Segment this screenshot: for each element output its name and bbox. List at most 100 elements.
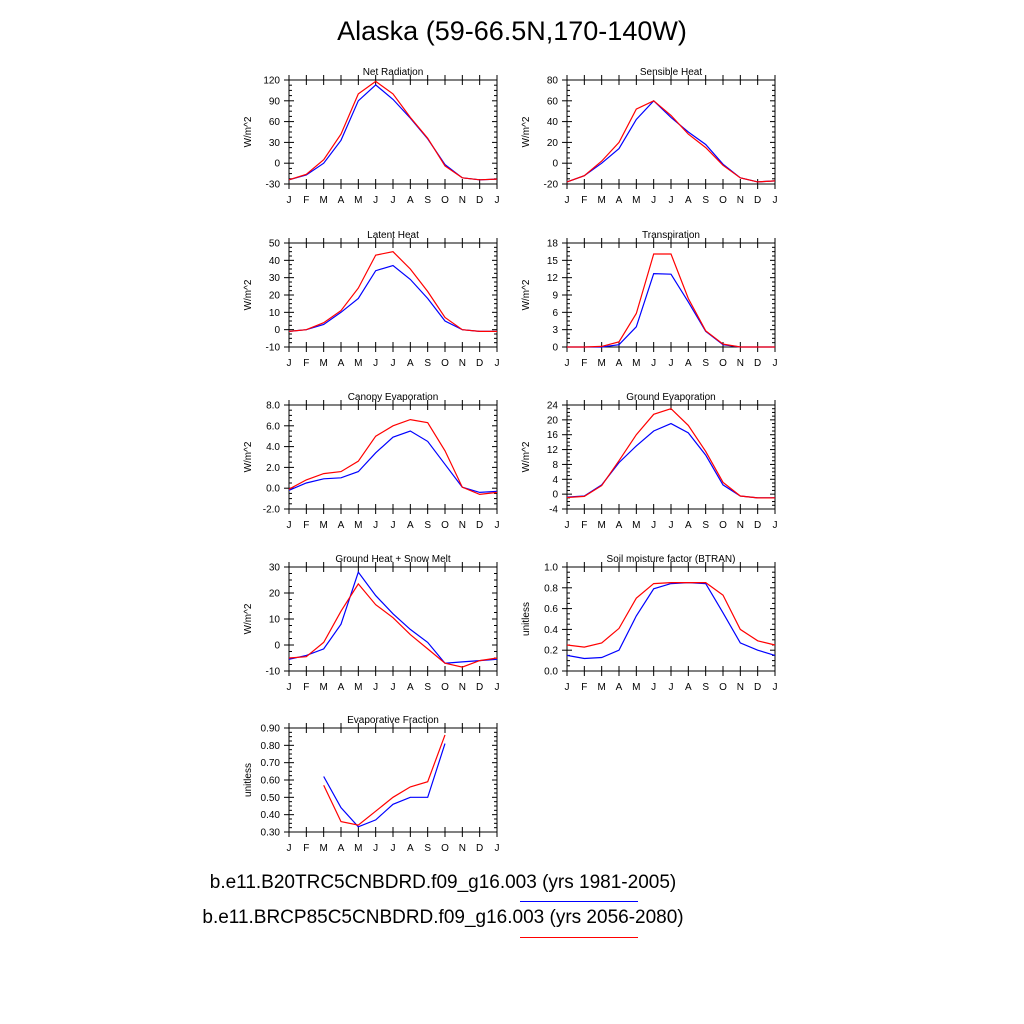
y-axis-label: unitless [243,763,254,797]
plot-frame [288,79,498,185]
chart-panel-9: Evaporative Fraction unitless 0.30 0.40 0.50… [243,715,500,854]
x-tick-label: F [303,843,309,854]
x-tick-label: J [565,358,570,369]
series-1-line [323,743,446,828]
x-tick-label: M [632,682,640,693]
x-tick-label: J [373,195,378,206]
y-tick-label: 0 [552,159,558,170]
x-tick-label: F [581,358,587,369]
y-tick-label: 18 [547,239,559,250]
x-tick-label: O [441,843,449,854]
y-tick-label: 8.0 [266,401,280,412]
x-tick-label: J [373,358,378,369]
x-tick-label: J [373,843,378,854]
x-tick-label: A [407,843,414,854]
x-tick-label: D [476,843,483,854]
y-tick-label: 24 [547,401,559,412]
x-tick-label: J [373,682,378,693]
x-tick-label: J [651,520,656,531]
plot-frame [288,242,498,348]
y-tick-label: 0.80 [261,741,281,752]
x-tick-label: D [476,195,483,206]
x-tick-label: J [669,195,674,206]
y-tick-label: 0 [552,343,558,354]
x-tick-label: F [581,195,587,206]
x-tick-label: O [719,195,727,206]
x-tick-label: F [303,520,309,531]
series-2-line [288,251,497,332]
plot-frame [288,404,498,510]
x-tick-label: J [495,682,500,693]
y-axis-label: unitless [521,602,532,636]
chart-title: Transpiration [642,230,700,241]
x-tick-label: J [495,195,500,206]
x-tick-label: S [702,682,709,693]
x-tick-label: F [303,195,309,206]
y-tick-label: -4 [549,505,558,516]
x-tick-label: J [669,682,674,693]
x-tick-label: J [391,195,396,206]
x-tick-label: J [287,520,292,531]
x-tick-label: J [669,358,674,369]
x-tick-label: J [391,520,396,531]
y-tick-label: 2.0 [266,463,280,474]
x-tick-label: M [319,520,327,531]
x-tick-label: A [338,358,345,369]
series-1-line [566,581,776,660]
x-tick-label: A [685,195,692,206]
y-tick-label: 0.70 [261,758,281,769]
y-tick-label: 0 [274,159,280,170]
x-tick-label: J [391,682,396,693]
x-tick-label: D [754,358,761,369]
legend-series-1-swatch [520,901,638,902]
main-title: Alaska (59-66.5N,170-140W) [337,16,687,46]
y-tick-label: -2.0 [263,505,281,516]
y-tick-label: 40 [547,117,559,128]
x-tick-label: D [754,195,761,206]
y-axis-label: W/m^2 [243,116,254,147]
y-tick-label: 0.8 [544,583,558,594]
x-tick-label: O [441,358,449,369]
x-tick-label: J [495,843,500,854]
x-tick-label: J [287,682,292,693]
x-tick-label: A [338,195,345,206]
x-tick-label: D [476,682,483,693]
plot-frame [288,566,498,672]
chart-title: Latent Heat [367,230,419,241]
y-tick-label: 1.0 [544,563,558,574]
x-tick-label: S [424,195,431,206]
x-tick-label: J [565,195,570,206]
x-tick-label: J [651,195,656,206]
y-tick-label: 0.0 [266,484,280,495]
x-tick-label: M [319,843,327,854]
chart-panel-5: Canopy Evaporation W/m^2 -2.0 0.0 2.0 4.0 6.0 8… [243,392,500,531]
x-tick-label: J [773,358,778,369]
x-tick-label: J [651,682,656,693]
x-tick-label: M [319,682,327,693]
x-tick-label: N [737,520,744,531]
x-tick-label: O [441,195,449,206]
series-2-line [288,582,498,668]
x-tick-label: F [303,358,309,369]
y-tick-label: 80 [547,76,559,87]
y-tick-label: 0.6 [544,604,558,615]
x-tick-label: A [685,358,692,369]
x-tick-label: J [287,843,292,854]
chart-title: Net Radiation [363,67,424,78]
x-tick-label: F [581,520,587,531]
plot-frame [566,79,776,185]
x-tick-label: S [424,843,431,854]
y-tick-label: 90 [269,96,281,107]
x-tick-label: D [754,682,761,693]
x-tick-label: M [354,195,362,206]
plot-frame [566,242,776,348]
x-tick-label: M [319,195,327,206]
y-tick-label: 4.0 [266,442,280,453]
y-tick-label: 60 [547,96,559,107]
x-tick-label: M [319,358,327,369]
x-tick-label: F [581,682,587,693]
series-2-line [566,408,775,499]
x-tick-label: S [424,520,431,531]
x-tick-label: A [407,520,414,531]
